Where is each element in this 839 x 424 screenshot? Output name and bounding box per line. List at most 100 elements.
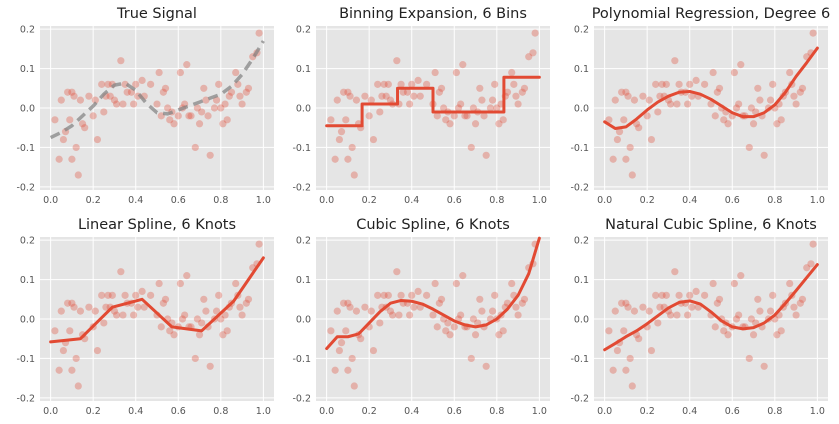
scatter-point bbox=[461, 112, 469, 120]
x-tick-labels: 0.0 0.2 0.4 0.6 0.8 1.0 bbox=[43, 406, 271, 417]
scatter-point bbox=[666, 311, 675, 319]
panel-title: Binning Expansion, 6 Bins bbox=[339, 6, 527, 22]
scatter-point bbox=[393, 268, 401, 276]
y-tick-label: 0.0 bbox=[20, 104, 35, 115]
y-tick-label: 0.1 bbox=[296, 64, 311, 75]
scatter-point bbox=[327, 116, 335, 124]
x-tick-label: 0.4 bbox=[682, 195, 697, 206]
scatter-point bbox=[202, 307, 210, 315]
x-tick-label: 0.6 bbox=[725, 406, 740, 417]
scatter-point bbox=[773, 331, 781, 339]
scatter-point bbox=[792, 311, 800, 319]
scatter-point bbox=[342, 327, 350, 335]
scatter-point bbox=[181, 311, 189, 319]
scatter-point bbox=[495, 331, 503, 339]
scatter-point bbox=[346, 92, 354, 100]
scatter-point bbox=[164, 104, 172, 112]
scatter-point bbox=[68, 366, 76, 374]
scatter-point bbox=[609, 366, 617, 374]
scatter-point bbox=[684, 311, 692, 319]
scatter-point bbox=[59, 135, 67, 144]
scatter-point bbox=[463, 112, 471, 120]
y-tick-labels: -0.2 -0.1 0.0 0.1 0.2 bbox=[570, 25, 589, 194]
panel-cubic-spline: 0.0 0.2 0.4 0.6 0.8 1.0 -0.2 -0.1 0.0 0.1 0.2 Cub… bbox=[292, 217, 550, 417]
scatter-point bbox=[630, 307, 639, 315]
scatter-point bbox=[618, 88, 626, 96]
scatter-point bbox=[673, 100, 681, 108]
scatter-point bbox=[715, 295, 724, 303]
scatter-point bbox=[488, 96, 497, 104]
scatter-points bbox=[51, 29, 263, 179]
scatter-point bbox=[686, 80, 694, 88]
x-tick-label: 1.0 bbox=[810, 406, 825, 417]
scatter-point bbox=[469, 315, 478, 323]
y-tick-label: -0.2 bbox=[16, 393, 35, 404]
scatter-point bbox=[98, 80, 106, 88]
scatter-point bbox=[457, 311, 465, 319]
y-tick-labels: -0.2 -0.1 0.0 0.1 0.2 bbox=[16, 236, 35, 405]
scatter-point bbox=[406, 311, 414, 319]
y-tick-label: -0.1 bbox=[292, 143, 311, 154]
scatter-point bbox=[232, 279, 240, 288]
scatter-point bbox=[110, 96, 119, 104]
scatter-point bbox=[85, 92, 93, 100]
x-tick-label: 0.8 bbox=[489, 406, 504, 417]
y-tick-label: -0.2 bbox=[570, 182, 589, 193]
y-tick-labels: -0.2 -0.1 0.0 0.1 0.2 bbox=[292, 236, 311, 405]
x-tick-label: 0.6 bbox=[171, 195, 186, 206]
y-tick-label: 0.0 bbox=[574, 315, 589, 326]
scatter-point bbox=[450, 112, 458, 120]
scatter-point bbox=[202, 96, 210, 104]
scatter-point bbox=[643, 112, 651, 120]
scatter-point bbox=[106, 92, 114, 100]
scatter-point bbox=[520, 84, 529, 92]
scatter-point bbox=[756, 307, 764, 315]
scatter-point bbox=[255, 29, 263, 37]
scatter-point bbox=[408, 80, 416, 88]
scatter-point bbox=[183, 61, 191, 69]
scatter-point bbox=[244, 84, 253, 92]
scatter-point bbox=[503, 88, 512, 96]
scatter-point bbox=[478, 307, 486, 315]
scatter-point bbox=[410, 92, 418, 100]
scatter-point bbox=[57, 96, 65, 104]
scatter-point bbox=[386, 307, 395, 315]
x-tick-label: 0.8 bbox=[213, 406, 228, 417]
scatter-point bbox=[397, 80, 405, 88]
scatter-point bbox=[437, 84, 446, 92]
scatter-point bbox=[749, 120, 758, 128]
scatter-point bbox=[493, 104, 501, 112]
scatter-point bbox=[499, 327, 507, 335]
fit-line bbox=[603, 263, 819, 352]
scatter-point bbox=[639, 92, 647, 100]
panel-title: Linear Spline, 6 Knots bbox=[78, 217, 236, 233]
scatter-point bbox=[769, 80, 777, 88]
x-tick-labels: 0.0 0.2 0.4 0.6 0.8 1.0 bbox=[319, 406, 547, 417]
scatter-point bbox=[508, 68, 516, 77]
panel-polynomial-regression: 0.0 0.2 0.4 0.6 0.8 1.0 -0.2 -0.1 0.0 0.1 0.2 Pol… bbox=[570, 6, 830, 206]
scatter-point bbox=[654, 319, 662, 327]
scatter-point bbox=[157, 323, 165, 331]
scatter-point bbox=[414, 76, 422, 85]
x-tick-label: 0.0 bbox=[43, 406, 58, 417]
scatter-point bbox=[72, 143, 80, 152]
scatter-point bbox=[724, 120, 732, 128]
scatter-point bbox=[431, 68, 439, 77]
scatter-point bbox=[754, 295, 762, 303]
scatter-point bbox=[745, 354, 753, 363]
scatter-point bbox=[737, 61, 745, 69]
scatter-point bbox=[378, 92, 386, 100]
scatter-point bbox=[55, 366, 63, 374]
scatter-point bbox=[57, 307, 65, 315]
scatter-point bbox=[161, 84, 170, 92]
scatter-point bbox=[200, 295, 208, 303]
scatter-point bbox=[471, 120, 480, 128]
scatter-point bbox=[206, 151, 214, 159]
scatter-point bbox=[452, 68, 460, 77]
x-tick-labels: 0.0 0.2 0.4 0.6 0.8 1.0 bbox=[597, 406, 825, 417]
scatter-point bbox=[709, 279, 717, 288]
scatter-point bbox=[454, 104, 463, 112]
scatter-point bbox=[104, 80, 112, 88]
scatter-point bbox=[93, 135, 102, 144]
scatter-point bbox=[773, 120, 781, 128]
